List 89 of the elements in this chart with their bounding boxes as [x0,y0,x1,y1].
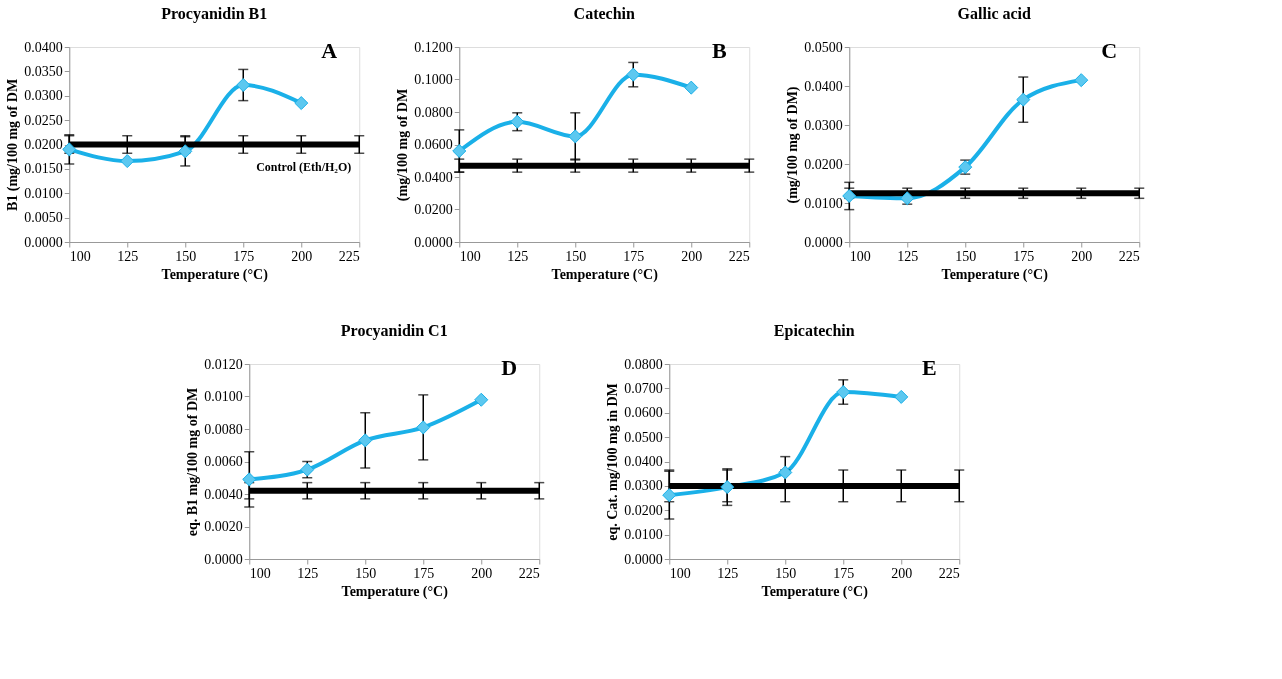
y-tick-label: 0.1200 [414,39,453,55]
x-axis-title: Temperature (°C) [941,266,1049,283]
x-tick-label: 175 [233,248,255,264]
annotation: B [711,38,727,63]
x-tick-label: 100 [849,248,871,264]
x-tick-label: 200 [891,565,913,581]
x-tick-label: 225 [938,565,960,581]
x-tick-label: 100 [249,565,271,581]
chart-title: Gallic acid [957,5,1032,22]
x-tick-label: 200 [681,248,703,264]
x-tick-label: 150 [565,248,587,264]
y-tick-label: 0.0000 [24,234,63,250]
y-tick-label: 0.0800 [624,356,663,372]
x-tick-label: 200 [1071,248,1093,264]
annotation: C [1101,38,1118,63]
y-tick-label: 0.0500 [804,39,843,55]
x-tick-label: 225 [1118,248,1140,264]
y-tick-label: 0.0300 [624,478,663,494]
y-axis-title: eq. Cat. mg/100 mg in DM [605,383,621,541]
chart-title: Procyanidin B1 [161,5,268,23]
y-tick-label: 0.0100 [24,185,63,201]
y-tick-label: 0.0200 [414,202,453,217]
y-tick-label: 0.0120 [204,356,243,372]
y-tick-label: 0.0000 [804,234,843,250]
x-tick-label: 175 [623,248,645,264]
x-tick-label: 125 [897,248,919,264]
x-tick-label: 225 [728,248,750,264]
y-tick-label: 0.1000 [414,72,453,87]
x-axis-title: Temperature (°C) [161,266,269,283]
annotation: E [921,355,937,380]
y-tick-label: 0.0000 [204,551,243,567]
y-tick-label: 0.0600 [414,137,453,152]
y-tick-label: 0.0700 [624,380,663,396]
y-tick-label: 0.0600 [624,405,663,421]
x-tick-label: 100 [669,565,691,581]
y-tick-label: 0.0200 [624,502,663,518]
x-tick-label: 125 [717,565,739,581]
chart-title: Procyanidin C1 [340,322,448,340]
y-axis-title: (mg/100 mg of DM) [785,86,802,204]
annotation: A [321,38,338,63]
x-tick-label: 125 [507,248,529,264]
y-tick-label: 0.0300 [804,117,843,133]
y-tick-label: 0.0400 [24,39,63,55]
y-tick-label: 0.0080 [204,421,243,437]
y-axis-title: B1 (mg/100 mg of DM [5,78,22,212]
x-tick-label: 150 [355,565,377,581]
x-tick-label: 150 [955,248,977,264]
x-tick-label: 125 [117,248,139,264]
y-axis-title: (mg/100 mg of DM [395,88,412,202]
chart-title: Catechin [573,5,636,22]
y-tick-label: 0.0400 [804,78,843,94]
x-tick-label: 150 [775,565,797,581]
y-tick-label: 0.0400 [624,454,663,469]
y-tick-label: 0.0000 [624,551,663,567]
series-label: Control (Eth/H₂O) [256,159,352,174]
x-tick-label: 175 [1013,248,1035,264]
annotation: D [501,355,518,380]
y-tick-label: 0.0100 [804,195,843,211]
y-tick-label: 0.0500 [624,429,663,445]
y-tick-label: 0.0100 [624,527,663,543]
x-tick-label: 175 [833,565,855,581]
y-tick-label: 0.0300 [24,88,63,104]
x-axis-title: Temperature (°C) [341,583,449,600]
y-tick-label: 0.0200 [804,156,843,172]
y-tick-label: 0.0150 [24,161,63,177]
x-tick-label: 200 [471,565,493,581]
y-tick-label: 0.0100 [204,389,243,404]
x-tick-label: 125 [297,565,319,581]
x-axis-title: Temperature (°C) [761,583,869,600]
y-tick-label: 0.0040 [204,486,243,502]
x-tick-label: 100 [69,248,91,264]
x-tick-label: 100 [459,248,481,264]
y-tick-label: 0.0020 [204,519,243,534]
y-tick-label: 0.0200 [24,137,63,152]
y-tick-label: 0.0060 [204,454,243,469]
x-axis-title: Temperature (°C) [551,266,659,283]
x-tick-label: 200 [291,248,313,264]
x-tick-label: 225 [518,565,540,581]
y-tick-label: 0.0000 [414,234,453,250]
x-tick-label: 175 [413,565,435,581]
y-tick-label: 0.0050 [24,210,63,226]
y-tick-label: 0.0800 [414,104,453,120]
x-tick-label: 225 [338,248,360,264]
chart-title: Epicatechin [773,322,855,340]
y-axis-title: eq. B1 mg/100 mg of DM [185,387,201,537]
y-tick-label: 0.0350 [24,63,63,79]
y-tick-label: 0.0400 [414,169,453,185]
x-tick-label: 150 [175,248,197,264]
y-tick-label: 0.0250 [24,112,63,128]
